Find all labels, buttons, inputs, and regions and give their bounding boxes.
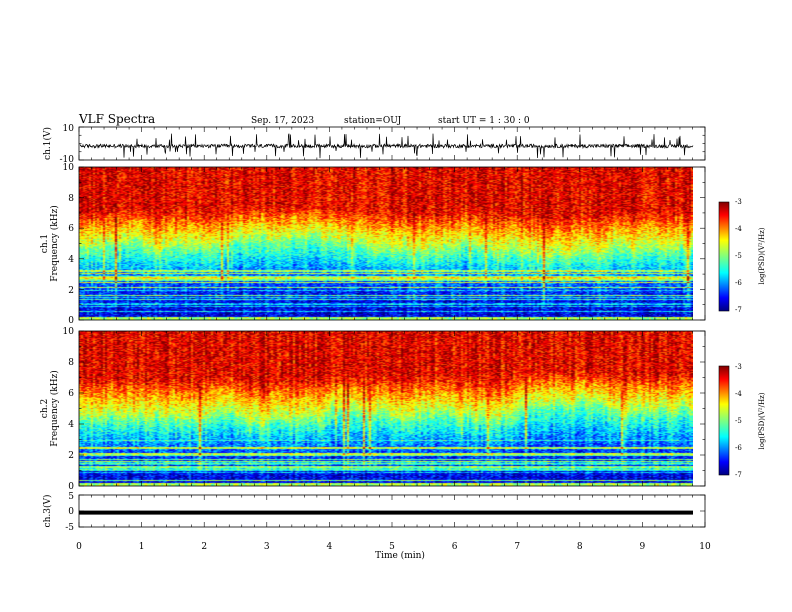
ch2-freq-tick-4: 4: [68, 420, 74, 430]
ch1-colorbar-tick-m5: -5: [735, 252, 742, 260]
ch2-colorbar-tick-m3: -3: [735, 363, 742, 371]
ch1-colorbar-tick-m3: -3: [735, 198, 742, 206]
ch2-freq-tick-10: 10: [63, 327, 75, 337]
ch2-spectrogram-panel: 0 2 4 6 8 10 ch.2 Frequency (kHz) -3 -4 …: [40, 327, 766, 492]
ch3-waveform-ytick-0: 0: [68, 507, 74, 517]
ch1-colorbar-tick-m7: -7: [735, 306, 742, 314]
ch2-spectrogram-ylabel: Frequency (kHz): [49, 370, 60, 447]
ch1-spectrogram-ticks: [78, 166, 706, 321]
x-tick-label-7: 7: [514, 542, 520, 552]
ch3-waveform-ticks: [78, 494, 706, 528]
ch3-waveform-panel: 5 0 -5 ch.3(V): [42, 492, 706, 533]
ch2-freq-tick-8: 8: [68, 358, 74, 368]
ch1-spectrogram-image: [79, 167, 693, 320]
ch2-colorbar-tick-m6: -6: [735, 444, 742, 452]
x-axis-label: Time (min): [375, 550, 425, 561]
x-tick-label-8: 8: [577, 542, 583, 552]
ch2-colorbar-tick-m7: -7: [735, 471, 742, 479]
ch1-waveform-ticks: [78, 126, 706, 161]
x-tick-label-4: 4: [327, 542, 333, 552]
ch1-colorbar-tick-m6: -6: [735, 279, 742, 287]
ch2-colorbar-tick-m5: -5: [735, 417, 742, 425]
ch1-colorbar: [718, 201, 730, 312]
ch1-freq-tick-2: 2: [68, 286, 74, 296]
ch1-spectrogram-channel-label: ch.1: [40, 234, 50, 253]
x-tick-label-9: 9: [640, 542, 646, 552]
ch1-freq-tick-6: 6: [68, 224, 74, 234]
ch2-colorbar: [718, 365, 730, 476]
ch1-waveform-ytick-bottom: -10: [60, 155, 75, 165]
start-time-label: start UT = 1 : 30 : 0: [438, 116, 530, 126]
station-label: station=OUJ: [344, 116, 402, 126]
ch2-spectrogram-channel-label: ch.2: [40, 399, 50, 418]
ch1-waveform-panel: 10 -10 ch.1(V): [42, 124, 706, 165]
x-tick-label-3: 3: [264, 542, 270, 552]
ch1-colorbar-label: log(PSD)(V²/Hz): [758, 227, 766, 284]
ch1-waveform-ytick-top: 10: [63, 124, 75, 134]
ch2-spectrogram-ticks: [78, 330, 706, 487]
ch1-waveform-trace: [79, 133, 694, 159]
ch2-freq-tick-2: 2: [68, 451, 74, 461]
ch3-waveform-ylabel: ch.3(V): [42, 495, 53, 528]
x-tick-label-5: 5: [389, 542, 395, 552]
ch1-waveform-ylabel: ch.1(V): [42, 127, 53, 160]
ch1-freq-tick-0: 0: [68, 316, 74, 326]
ch1-spectrogram-panel: 0 2 4 6 8 10 ch.1 Frequency (kHz) -3 -4 …: [40, 163, 766, 326]
x-tick-label-0: 0: [76, 542, 82, 552]
ch3-waveform-trace: [79, 510, 693, 515]
date-label: Sep. 17, 2023: [251, 116, 314, 126]
ch3-waveform-ytick-5: 5: [68, 492, 74, 502]
figure-title: VLF Spectra: [78, 112, 155, 126]
ch2-colorbar-tick-m4: -4: [735, 390, 742, 398]
x-tick-label-10: 10: [699, 542, 711, 552]
ch1-freq-tick-10: 10: [63, 163, 75, 173]
ch2-spectrogram-image: [79, 331, 693, 486]
x-axis: 0 1 2 3 4 5 6 7 8 9 10 Time (min): [76, 542, 711, 561]
x-tick-label-2: 2: [201, 542, 207, 552]
ch1-freq-tick-4: 4: [68, 255, 74, 265]
ch1-colorbar-tick-m4: -4: [735, 225, 742, 233]
ch2-freq-tick-6: 6: [68, 389, 74, 399]
ch1-freq-tick-8: 8: [68, 194, 74, 204]
ch2-freq-tick-0: 0: [68, 482, 74, 492]
ch3-waveform-ytick-m5: -5: [65, 523, 74, 533]
x-tick-label-6: 6: [452, 542, 458, 552]
ch2-colorbar-label: log(PSD)(V²/Hz): [758, 392, 766, 449]
x-tick-label-1: 1: [139, 542, 145, 552]
ch1-spectrogram-ylabel: Frequency (kHz): [49, 205, 60, 282]
